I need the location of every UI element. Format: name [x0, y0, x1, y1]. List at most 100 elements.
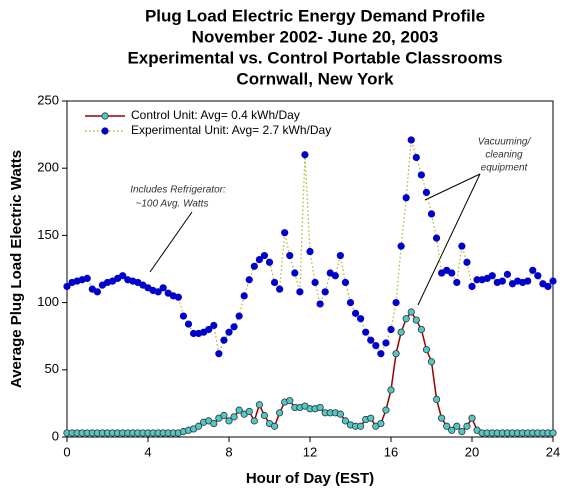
data-point — [549, 429, 557, 437]
chart-title: Experimental vs. Control Portable Classr… — [127, 48, 502, 67]
plot-frame — [66, 100, 554, 438]
data-point — [230, 413, 238, 421]
data-point — [382, 406, 390, 414]
data-point — [93, 288, 101, 296]
data-point — [260, 411, 269, 420]
data-point — [240, 292, 248, 300]
data-point — [210, 419, 218, 428]
data-point — [392, 298, 400, 307]
data-point — [255, 401, 263, 409]
data-point — [422, 188, 431, 196]
data-point — [362, 328, 370, 336]
data-point — [392, 350, 400, 358]
data-point — [549, 277, 557, 285]
data-point — [417, 325, 425, 334]
x-tick-label: 16 — [384, 444, 398, 459]
data-point — [260, 251, 269, 260]
legend-label: Experimental Unit: Avg= 2.7 kWh/Day — [131, 123, 331, 137]
data-point — [184, 320, 193, 328]
data-point — [235, 406, 243, 414]
data-point — [341, 417, 350, 425]
data-point — [432, 395, 441, 403]
data-point — [417, 171, 425, 179]
data-point — [448, 269, 456, 277]
data-point — [159, 284, 167, 292]
data-point — [230, 323, 238, 331]
annotation-arrow — [417, 173, 481, 306]
data-point — [534, 272, 542, 280]
legend-marker — [101, 112, 109, 120]
y-axis-label: Average Plug Load Electric Watts — [8, 150, 25, 388]
data-point — [286, 397, 294, 405]
y-tick-label: 100 — [37, 294, 59, 309]
annotation: ~100 Avg. Watts — [136, 199, 209, 210]
data-point — [331, 272, 339, 280]
data-point — [402, 194, 410, 202]
y-tick-label: 50 — [45, 361, 59, 376]
data-point — [544, 282, 552, 291]
data-point — [215, 350, 223, 358]
data-point — [296, 288, 304, 296]
data-point — [63, 282, 71, 291]
data-point — [402, 315, 410, 323]
data-point — [346, 298, 355, 307]
data-point — [195, 422, 203, 430]
data-point — [357, 315, 365, 323]
data-point — [458, 242, 466, 250]
data-point — [245, 276, 253, 284]
data-point — [367, 414, 375, 422]
data-point — [458, 428, 466, 436]
data-point — [174, 293, 182, 301]
data-point — [336, 410, 344, 418]
data-point — [382, 339, 390, 347]
data-point — [412, 153, 420, 162]
data-point — [83, 274, 91, 283]
data-point — [225, 328, 233, 336]
data-point — [372, 342, 380, 350]
data-point — [270, 278, 279, 287]
data-point — [311, 278, 319, 287]
data-point — [154, 288, 162, 296]
data-point — [427, 358, 436, 366]
data-point — [529, 266, 537, 274]
x-tick-label: 8 — [225, 444, 232, 459]
data-point — [255, 255, 263, 264]
data-point — [463, 258, 471, 266]
data-point — [498, 277, 506, 285]
annotation: equipment — [481, 163, 529, 174]
chart-title: Plug Load Electric Energy Demand Profile — [145, 6, 485, 25]
y-tick-label: 150 — [37, 227, 59, 242]
data-point — [377, 419, 385, 428]
data-point — [316, 300, 324, 308]
data-point — [438, 414, 446, 422]
data-point — [235, 312, 243, 320]
x-tick-label: 20 — [465, 444, 479, 459]
data-point — [448, 426, 456, 434]
x-axis-label: Hour of Day (EST) — [246, 470, 374, 487]
data-point — [220, 336, 228, 344]
data-point — [281, 229, 289, 237]
data-point — [351, 309, 360, 317]
data-point — [524, 277, 532, 285]
data-point — [291, 269, 299, 277]
data-point — [357, 422, 365, 430]
data-point — [321, 288, 329, 296]
data-point — [205, 325, 213, 334]
data-point — [119, 272, 127, 280]
data-point — [341, 278, 350, 287]
annotation-arrow — [424, 173, 481, 201]
annotation: cleaning — [485, 150, 523, 161]
data-point — [422, 346, 431, 354]
data-point — [301, 151, 309, 159]
x-tick-label: 4 — [144, 444, 151, 459]
legend-marker — [101, 127, 109, 135]
data-point — [220, 411, 228, 420]
data-point — [367, 336, 375, 344]
data-point — [397, 242, 405, 250]
data-point — [387, 386, 395, 394]
data-point — [225, 417, 233, 425]
data-point — [432, 234, 441, 242]
data-point — [179, 312, 188, 320]
data-point — [270, 422, 279, 430]
